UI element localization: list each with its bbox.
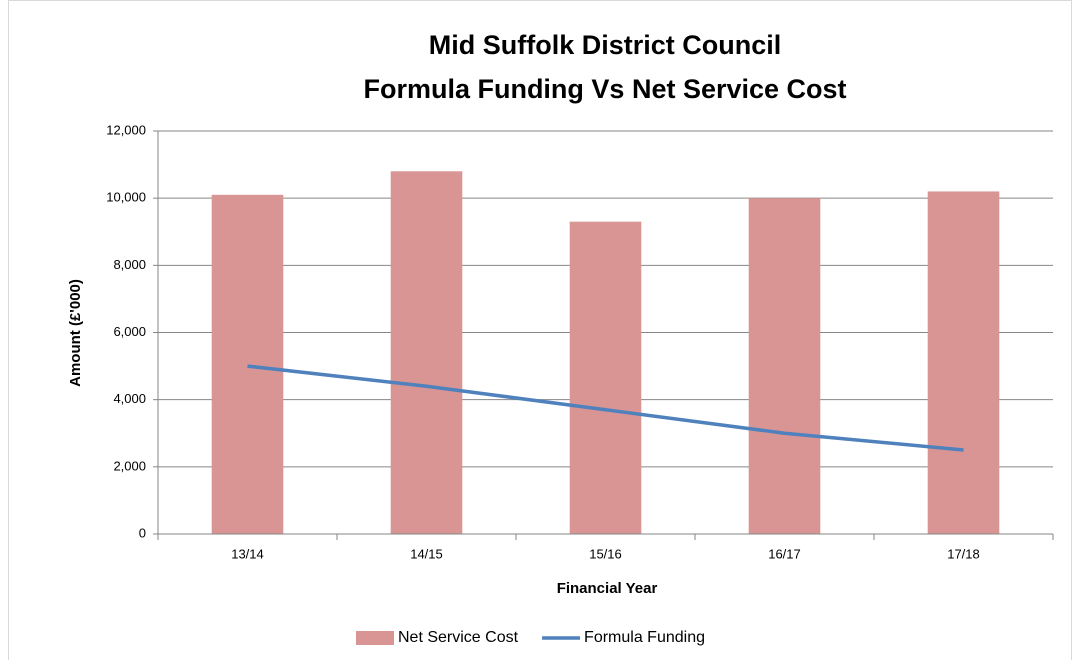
y-tick-label: 12,000: [106, 122, 146, 137]
x-tick-label: 13/14: [231, 546, 264, 561]
line: [247, 364, 964, 452]
bar: [390, 171, 463, 535]
bar: [927, 191, 1000, 534]
x-tick-label: 14/15: [410, 546, 443, 561]
legend-swatch: [356, 631, 394, 645]
y-tick-label: 6,000: [113, 324, 146, 339]
chart-title: Mid Suffolk District Council: [429, 30, 782, 60]
bar: [569, 221, 642, 535]
chart-frame: [8, 0, 1072, 660]
legend-label: Formula Funding: [584, 629, 705, 646]
bar: [211, 194, 284, 534]
y-tick-label: 10,000: [106, 190, 146, 205]
chart-title: Formula Funding Vs Net Service Cost: [363, 74, 846, 104]
y-tick-label: 2,000: [113, 458, 146, 473]
x-tick-label: 15/16: [589, 546, 622, 561]
y-tick-label: 0: [139, 525, 146, 540]
legend-label: Net Service Cost: [398, 629, 519, 646]
x-tick-label: 17/18: [947, 546, 980, 561]
bar: [748, 198, 821, 534]
y-tick-label: 4,000: [113, 391, 146, 406]
y-axis-title: Amount (£'000): [67, 279, 84, 387]
x-tick-label: 16/17: [768, 546, 801, 561]
x-axis-title: Financial Year: [557, 580, 658, 597]
y-tick-label: 8,000: [113, 257, 146, 272]
